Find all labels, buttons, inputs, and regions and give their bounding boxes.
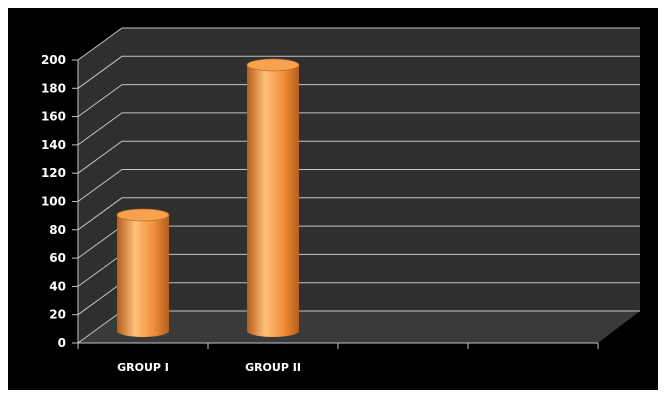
bars <box>116 58 300 337</box>
bar-body <box>247 64 299 337</box>
gridline <box>77 84 640 118</box>
y-tick-label: 60 <box>49 251 66 265</box>
gridline <box>77 197 640 231</box>
gridline <box>77 55 640 89</box>
y-tick-label: 160 <box>41 110 66 124</box>
y-tick-label: 180 <box>41 81 66 95</box>
y-tick-label: 20 <box>49 308 66 322</box>
bar <box>116 208 170 337</box>
gridlines <box>77 27 640 344</box>
gridline <box>77 27 640 61</box>
y-tick-label: 120 <box>41 166 66 180</box>
y-tick-label: 100 <box>41 195 66 209</box>
bar-top <box>116 208 170 222</box>
bar <box>246 58 300 337</box>
gridline <box>77 140 640 174</box>
y-tick-label: 200 <box>41 53 66 67</box>
y-axis-labels: 0 20 40 60 80 100 120 140 160 180 200 <box>41 53 66 350</box>
y-tick-label: 140 <box>41 138 66 152</box>
x-axis-labels: GROUP I GROUP II <box>117 361 301 374</box>
gridline <box>77 169 640 202</box>
axes <box>72 59 599 349</box>
bar-body <box>117 214 169 337</box>
chart-floor <box>78 311 640 343</box>
y-tick-label: 80 <box>49 223 66 237</box>
y-tick-label: 40 <box>49 279 66 293</box>
x-tick-label: GROUP II <box>245 361 301 374</box>
x-tick-label: GROUP I <box>117 361 169 374</box>
gridline <box>77 112 640 146</box>
bar-top <box>246 58 300 72</box>
y-tick-label: 0 <box>58 336 66 350</box>
